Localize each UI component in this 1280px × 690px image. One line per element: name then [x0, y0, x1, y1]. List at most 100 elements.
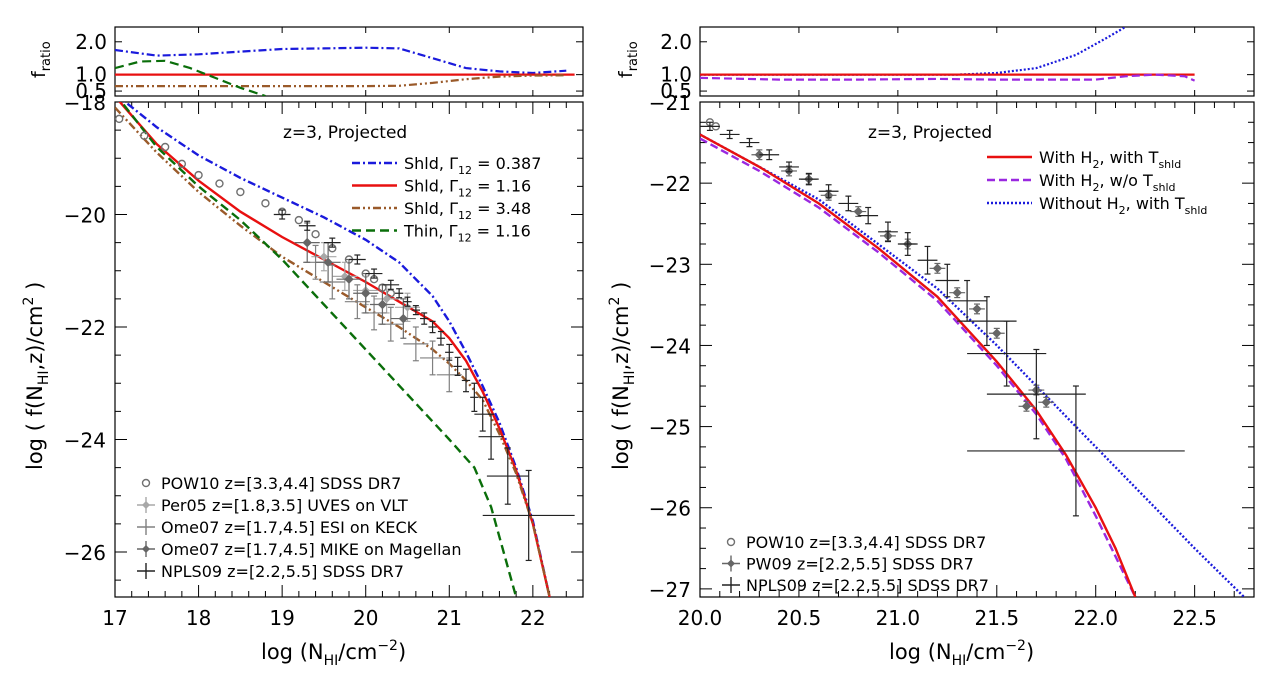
legend-marker: [727, 559, 735, 568]
series-line: [700, 137, 1137, 597]
data-point: [361, 288, 371, 298]
xtick-label: 21.0: [876, 606, 921, 630]
legend-label-part: , with T: [1099, 148, 1158, 167]
ratio-line: [115, 59, 266, 96]
legend-label: Shld, Γ12 = 3.48: [404, 199, 531, 222]
ytick-label: −20: [64, 204, 106, 228]
legend-label-part: = 1.16: [472, 177, 531, 196]
legend-marker: [142, 501, 150, 509]
data-point: [194, 170, 203, 180]
data-point: [302, 237, 312, 248]
data-point: [140, 131, 149, 140]
ytick-label: −25: [649, 416, 691, 440]
ytick-label: −21: [649, 91, 691, 115]
legend-marker: [141, 478, 151, 488]
legend-label-sub: 12: [458, 164, 472, 177]
y-axis-label-part: ,z)/cm: [609, 306, 633, 371]
y-axis-label-part: ): [609, 282, 633, 297]
data-point: [382, 294, 391, 304]
chart-annotation: z=3, Projected: [283, 123, 407, 143]
ytick-label: −22: [649, 172, 691, 196]
legend-label-sub: shld: [1153, 181, 1176, 194]
xtick-label: 22.5: [1172, 606, 1217, 630]
data-points: [115, 114, 575, 562]
data-point: [319, 252, 329, 261]
panel-right: 2.0 1.00.5 fratio 20.0 20.5 21.0 21.5 22.0 22.5 −…: [607, 26, 1255, 669]
y-axis-label-part: ): [23, 282, 47, 297]
series-line: [700, 133, 1245, 597]
x-axis-label-part: /cm: [966, 640, 1005, 664]
xtick-label: 19: [269, 606, 294, 630]
x-axis-label-sub: HI: [952, 653, 967, 669]
x-axis-label-part: ): [1026, 640, 1034, 664]
y-axis-label: log ( f(NHI,z)/cm2 ): [21, 282, 52, 470]
ratio-ytick-label: 2.0: [75, 30, 107, 54]
x-axis-label-part: /cm: [338, 640, 377, 664]
data-point: [261, 199, 270, 208]
legend-label: With H2, with Tshld: [1039, 148, 1181, 171]
data-point: [311, 229, 320, 239]
data-point: [236, 187, 245, 197]
ratio-ylabel: fratio: [615, 41, 641, 78]
legend-label: Per05 z=[1.8,3.5] UVES on VLT: [161, 496, 408, 515]
legend-label-sub: shld: [1185, 204, 1208, 217]
y-axis-label-sup: 2: [607, 297, 623, 306]
y-axis-label: log ( f(NHI,z)/cm2 ): [607, 282, 638, 470]
ratio-lines: [115, 46, 575, 96]
y-axis-label-sub: HI: [36, 370, 52, 385]
series-line: [123, 102, 551, 597]
legend-label-part: = 1.16: [472, 222, 531, 241]
ytick-label: −23: [649, 253, 691, 277]
xtick-label: 17: [102, 606, 127, 630]
xtick-label: 21.5: [975, 606, 1020, 630]
data-point: [344, 274, 354, 284]
data-point: [992, 328, 1002, 338]
data-point: [177, 159, 187, 169]
legend-label: NPLS09 z=[2.2,5.5] SDSS DR7: [161, 562, 404, 581]
ratio-line: [700, 27, 1126, 76]
ratio-ytick-label: 0.5: [660, 79, 692, 103]
legend-label-sub: 2: [1092, 181, 1099, 194]
xtick-label: 21: [437, 606, 462, 630]
y-axis-label-sup: 2: [21, 297, 37, 306]
ratio-ytick-label: 1.0: [75, 63, 107, 87]
legend-label: Shld, Γ12 = 1.16: [404, 177, 531, 200]
legend-label-part: , w/o T: [1099, 171, 1153, 190]
legend-label-part: = 0.387: [472, 154, 541, 173]
x-axis-label: log (NHI/cm−2): [889, 638, 1034, 669]
ratio-ytick-label: 2.0: [660, 30, 692, 54]
xtick-label: 20.0: [678, 606, 723, 630]
ytick-label: −26: [649, 497, 691, 521]
data-point: [932, 263, 943, 274]
x-axis-label-sup: −2: [1005, 638, 1026, 654]
legend-label: POW10 z=[3.3,4.4] SDSS DR7: [746, 533, 986, 552]
data-point: [215, 179, 224, 188]
ytick-label: −22: [64, 316, 106, 340]
data-point: [294, 215, 304, 225]
legend-marker: [142, 545, 150, 553]
data-point: [115, 114, 124, 124]
data-point: [952, 287, 962, 298]
legend-label-sub: 12: [458, 209, 472, 222]
legend-label-part: = 3.48: [472, 199, 531, 218]
ytick-label: −24: [64, 429, 106, 453]
ytick-label: −18: [64, 91, 106, 115]
chart-annotation: z=3, Projected: [868, 123, 992, 143]
legend-label-sub: 2: [1092, 158, 1099, 171]
legend-label: POW10 z=[3.3,4.4] SDSS DR7: [161, 474, 401, 493]
legend-label: Ome07 z=[1.7,4.5] MIKE on Magellan: [161, 540, 462, 559]
legend-label: PW09 z=[2.2,5.5] SDSS DR7: [746, 555, 974, 574]
x-axis-label-sub: HI: [324, 653, 339, 669]
model-lines: [700, 133, 1245, 597]
data-point: [377, 299, 388, 310]
legend-label-part: , with T: [1126, 194, 1185, 213]
xtick-label: 20: [353, 606, 378, 630]
ytick-label: −26: [64, 541, 106, 565]
legend-label: Without H2, with Tshld: [1039, 194, 1207, 217]
legend-label-sub: 12: [458, 187, 472, 200]
series-line: [700, 133, 1137, 597]
data-points: [700, 118, 1185, 517]
legend-label: Ome07 z=[1.7,4.5] ESI on KECK: [161, 518, 418, 537]
legend-label: With H2, w/o Tshld: [1039, 171, 1176, 194]
